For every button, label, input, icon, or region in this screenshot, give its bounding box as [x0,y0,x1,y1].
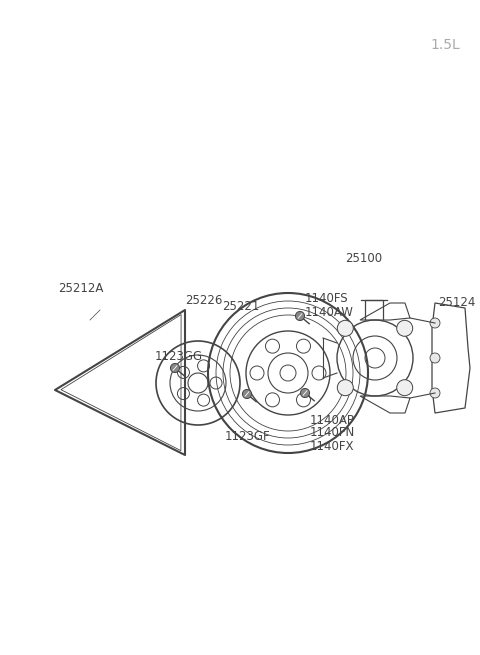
Circle shape [295,311,304,320]
Text: 1123GF: 1123GF [225,430,271,443]
Circle shape [396,320,413,336]
Circle shape [430,353,440,363]
Text: 1140FN: 1140FN [310,426,355,440]
Text: 1140FS: 1140FS [305,293,348,305]
Circle shape [300,388,310,398]
Text: 1123GG: 1123GG [155,350,203,364]
Circle shape [242,390,252,398]
Circle shape [430,388,440,398]
Circle shape [170,364,180,373]
Circle shape [337,380,353,396]
Text: 1140AP: 1140AP [310,413,355,426]
Text: 25221: 25221 [222,301,259,314]
Text: 1140AW: 1140AW [305,305,354,318]
Circle shape [430,318,440,328]
Text: 25226: 25226 [185,293,222,307]
Text: 1140FX: 1140FX [310,440,355,453]
Text: 25212A: 25212A [58,282,103,295]
Circle shape [337,320,353,336]
Text: 25124: 25124 [438,295,475,309]
Circle shape [396,380,413,396]
Text: 1.5L: 1.5L [430,38,460,52]
Text: 25100: 25100 [345,252,382,265]
